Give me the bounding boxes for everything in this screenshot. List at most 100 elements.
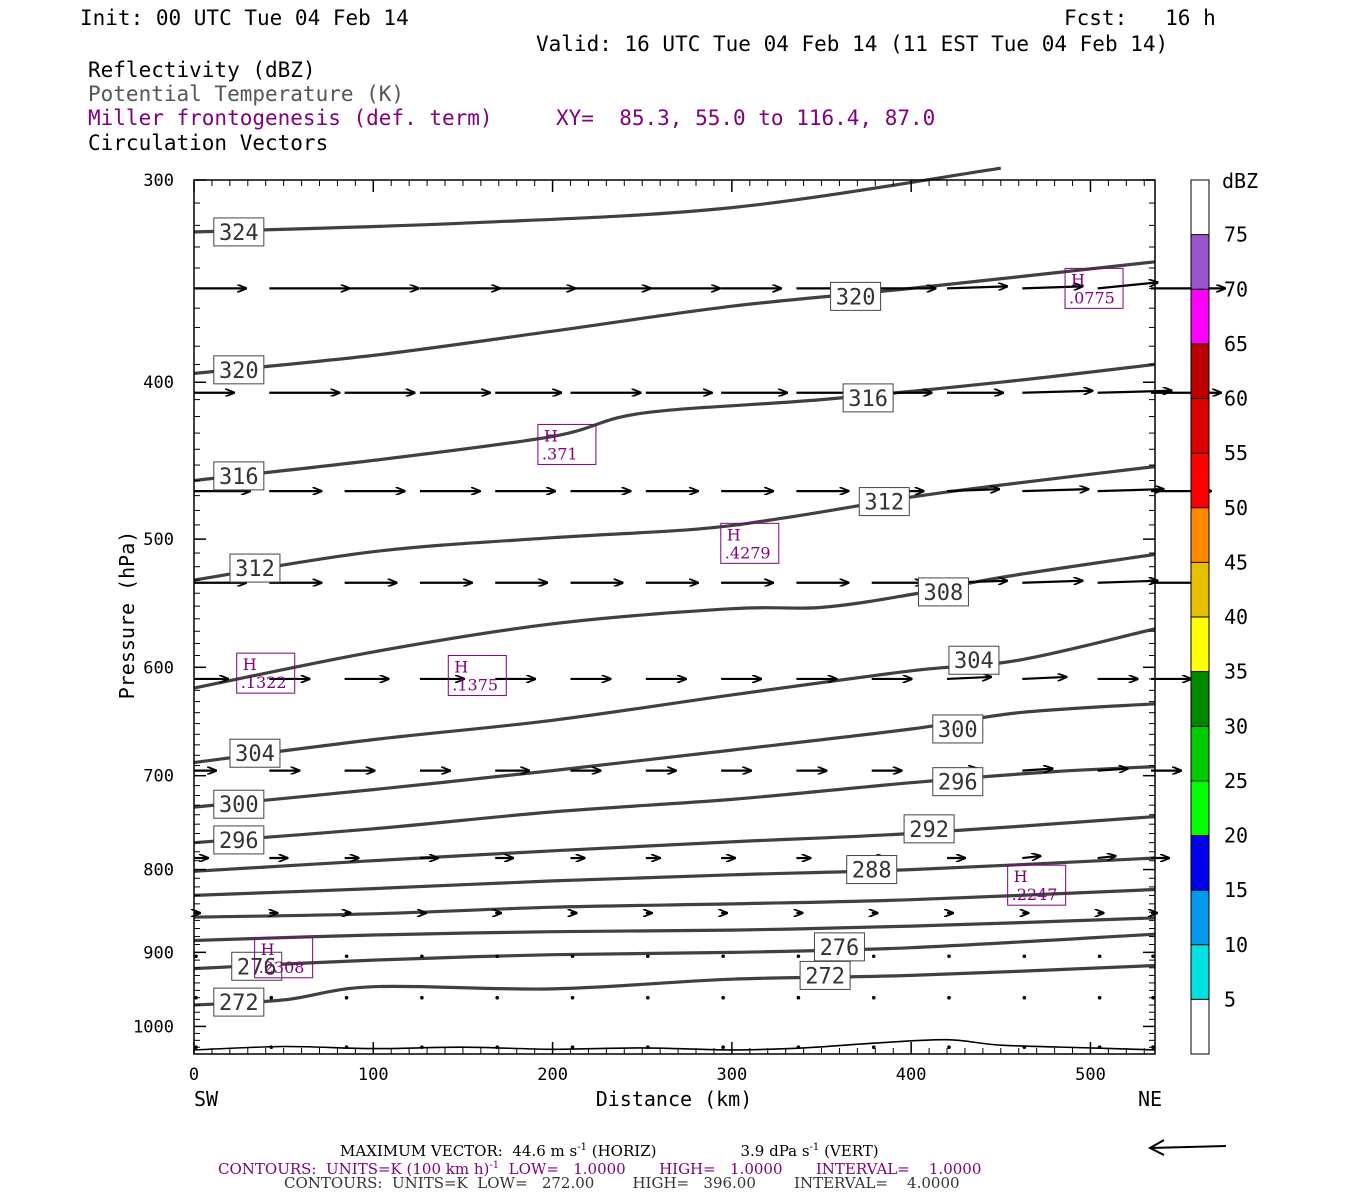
circulation-vector [269, 1045, 274, 1050]
y-tick-label: 700 [143, 767, 174, 787]
circulation-vector [344, 995, 349, 1000]
theta-contour-284 [193, 887, 1156, 919]
theta-label-box [229, 738, 281, 768]
circulation-vector [871, 954, 876, 959]
colorbar-label: 35 [1224, 660, 1248, 684]
reference-vector-shaft [1149, 1145, 1227, 1149]
theta-contour-272 [193, 963, 1156, 1007]
circulation-vector [1022, 769, 1052, 771]
theta-label-box [846, 855, 898, 885]
frontogenesis-high-marker: H [727, 525, 741, 544]
theta-contour-320 [193, 260, 1156, 375]
circulation-vector [1022, 995, 1027, 1000]
colorbar-label: 25 [1224, 769, 1248, 793]
theta-label-box [948, 645, 1000, 675]
circulation-vector [721, 954, 725, 959]
y-tick-label: 800 [143, 861, 174, 881]
circulation-vector [1022, 1045, 1027, 1050]
theta-label-box [213, 217, 265, 247]
circulation-vector [871, 995, 876, 1000]
frontogenesis-high-marker: H [243, 655, 257, 674]
circulation-vector [1097, 581, 1158, 583]
frontogenesis-high-marker: H [1071, 270, 1085, 289]
colorbar-segment [1191, 453, 1209, 508]
circulation-vector [1022, 954, 1027, 959]
theta-label-box [932, 767, 984, 797]
circulation-vector [570, 954, 575, 959]
circulation-vector [194, 954, 198, 959]
frontogenesis-high-value: .2308 [259, 958, 305, 977]
terrain-surface-line [193, 1038, 1156, 1051]
circulation-vector [646, 954, 650, 959]
circulation-vector [946, 489, 999, 491]
colorbar-label: 45 [1224, 550, 1248, 574]
circulation-vector [946, 286, 1007, 288]
theta-label-box [799, 960, 851, 990]
field-circulation-vectors: Circulation Vectors [88, 131, 329, 155]
theta-label-box [213, 461, 265, 491]
circulation-vector [570, 1045, 575, 1050]
theta-label-box [858, 487, 910, 517]
y-tick-label: 500 [143, 530, 174, 550]
frontogenesis-high-marker: H [454, 657, 468, 676]
x-tick-label: 100 [358, 1065, 389, 1085]
circulation-vector [947, 1045, 951, 1050]
colorbar-label: 70 [1224, 277, 1248, 301]
circulation-vector [871, 1045, 876, 1050]
frontogenesis-high-value: .4279 [725, 543, 771, 562]
colorbar-segment [1191, 180, 1209, 235]
cross-section-endpoints: XY= 85.3, 55.0 to 116.4, 87.0 [556, 106, 936, 130]
circulation-vector [420, 1045, 424, 1050]
y-tick-label: 600 [143, 658, 174, 678]
x-tick-label: 500 [1075, 1065, 1106, 1085]
theta-label-316: 316 [848, 387, 888, 412]
y-axis-label: Pressure (hPa) [115, 531, 139, 700]
circulation-vector [495, 954, 500, 959]
theta-label-312: 312 [235, 557, 275, 582]
theta-label-box [932, 714, 984, 744]
colorbar-label: 65 [1224, 332, 1248, 356]
theta-label-box [917, 577, 969, 607]
theta-contour-288 [193, 856, 1156, 897]
theta-label-276: 276 [237, 955, 277, 980]
theta-label-300: 300 [219, 793, 259, 818]
theta-label-box [229, 553, 281, 583]
field-potential-temperature: Potential Temperature (K) [88, 82, 405, 106]
theta-label-box [231, 951, 283, 981]
circulation-vector [796, 1045, 801, 1050]
circulation-vector [344, 954, 349, 959]
colorbar-segment [1191, 890, 1209, 945]
y-tick-label: 400 [143, 373, 174, 393]
valid-time: Valid: 16 UTC Tue 04 Feb 14 (11 EST Tue … [536, 32, 1169, 56]
circulation-vector [796, 954, 801, 959]
circulation-vector [1022, 489, 1088, 491]
circulation-vector [721, 1045, 725, 1050]
theta-label-box [213, 987, 265, 1017]
plot-frame [193, 179, 1156, 1055]
colorbar-label: 55 [1224, 441, 1248, 465]
x-tick-label: 0 [189, 1065, 199, 1085]
theta-contour-300 [193, 702, 1156, 809]
circulation-vector [946, 677, 991, 679]
colorbar-label: 20 [1224, 824, 1248, 848]
theta-label-box [213, 789, 265, 819]
theta-label-276: 276 [820, 936, 860, 961]
theta-contour-280 [193, 916, 1156, 943]
colorbar-label: 50 [1224, 496, 1248, 520]
field-reflectivity: Reflectivity (dBZ) [88, 58, 316, 82]
circulation-vector [495, 1045, 500, 1050]
circulation-vector [1097, 282, 1158, 290]
footer-contours-frontogenesis: CONTOURS: UNITS=K (100 km h)-1 LOW= 1.00… [218, 1160, 982, 1178]
footer-contours-theta: CONTOURS: UNITS=K LOW= 272.00 HIGH= 396.… [284, 1174, 960, 1192]
colorbar-segment [1191, 944, 1209, 1000]
colorbar-label: 5 [1224, 987, 1236, 1011]
theta-label-324: 324 [219, 221, 259, 246]
frontogenesis-high-box [1007, 864, 1067, 906]
circulation-vector [1151, 954, 1155, 959]
theta-contour-304 [193, 627, 1156, 765]
circulation-vector [1097, 856, 1116, 858]
colorbar-segment [1191, 999, 1209, 1054]
circulation-vector [1022, 856, 1040, 858]
theta-contour-276 [193, 932, 1156, 971]
